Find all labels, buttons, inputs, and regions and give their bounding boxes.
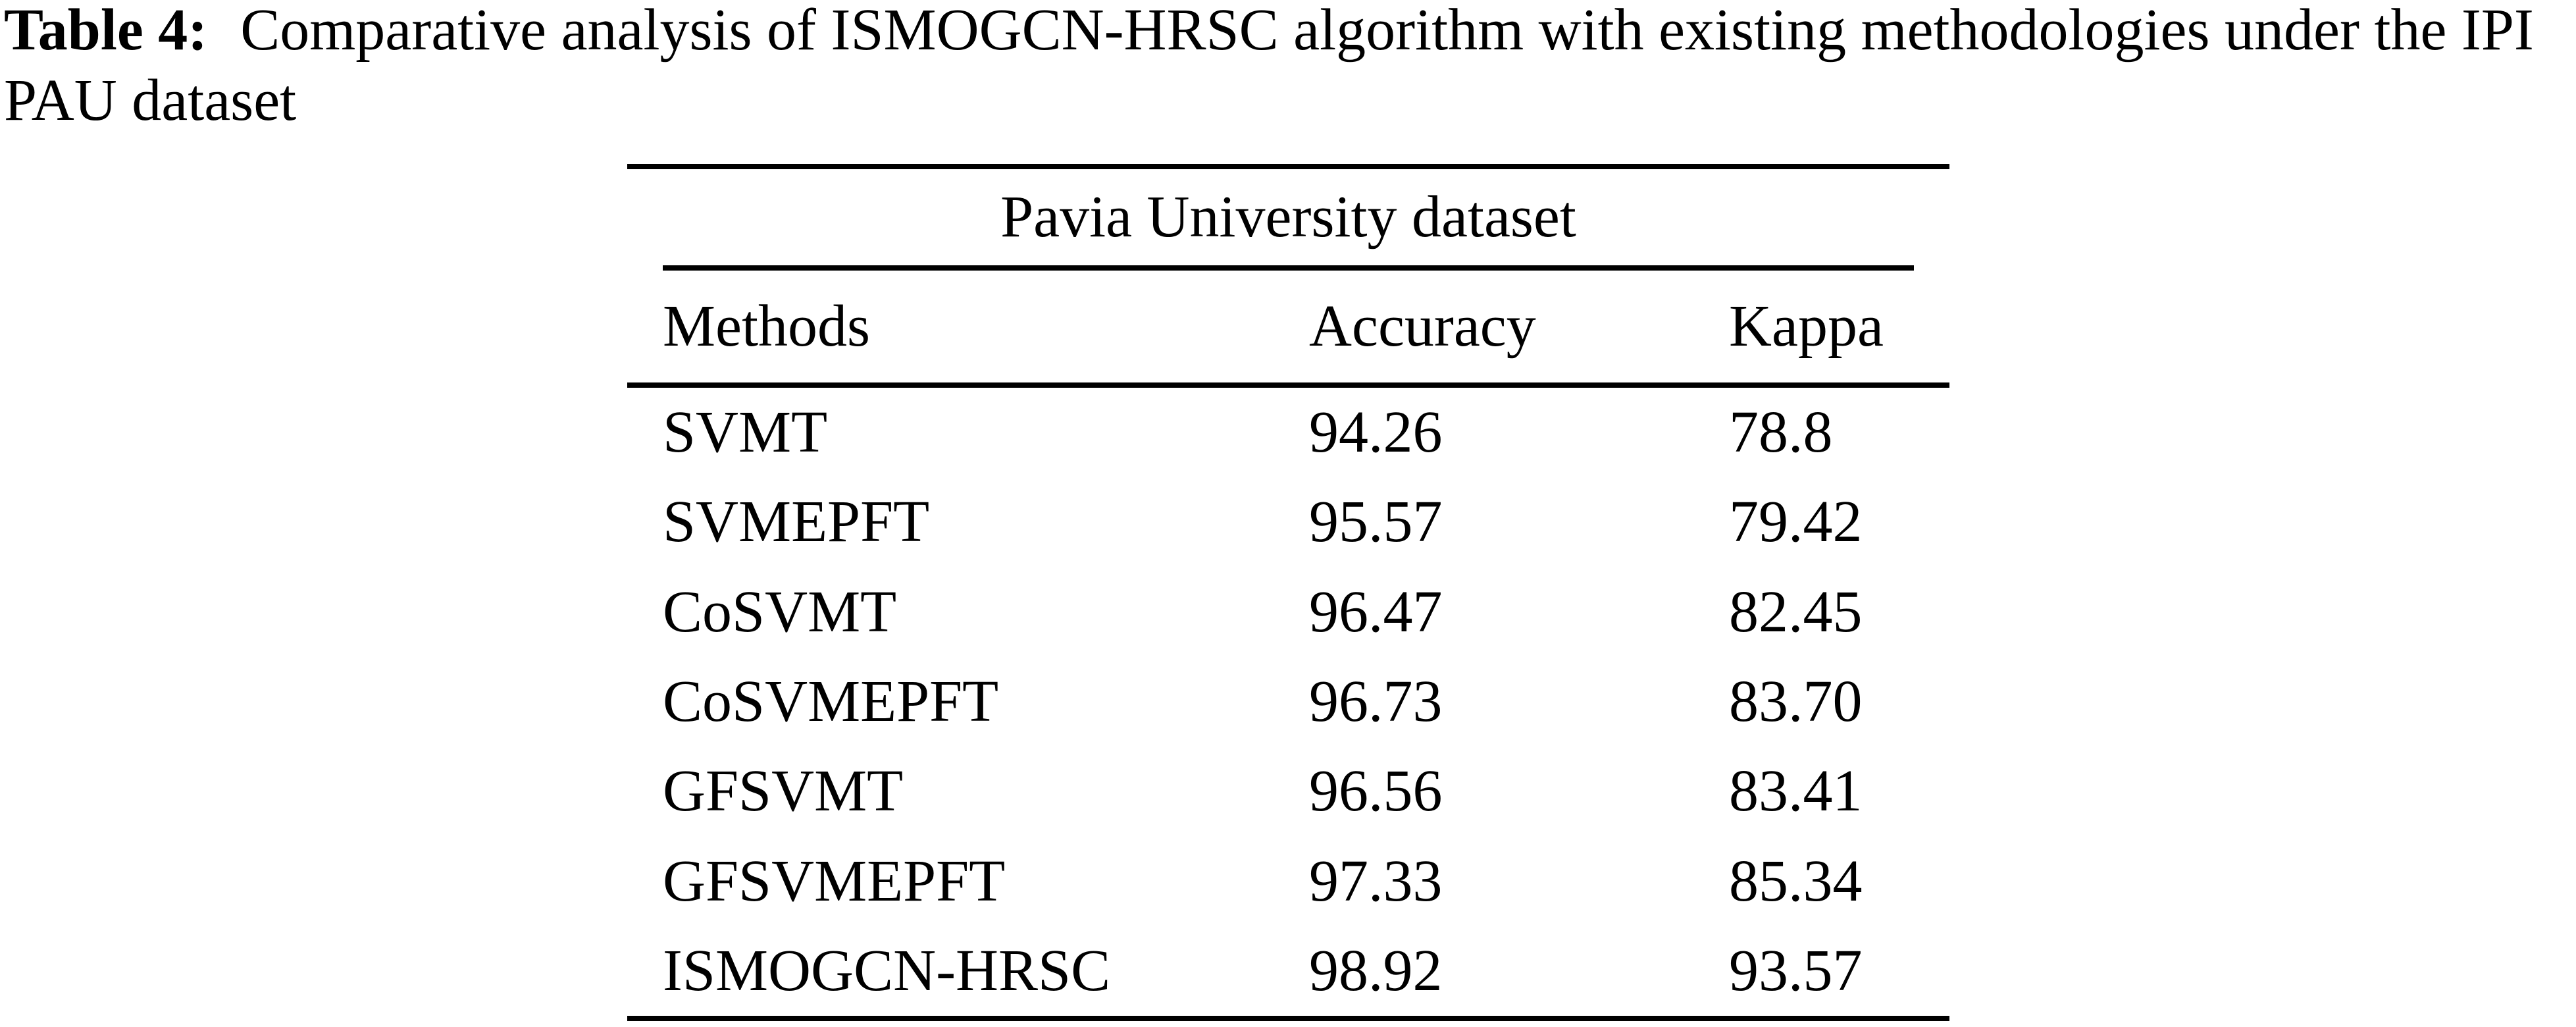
row-kappa-cell: 83.70 bbox=[1729, 668, 1863, 734]
caption-label: Table 4: bbox=[4, 0, 208, 63]
row-method-cell: ISMOGCN-HRSC bbox=[663, 937, 1111, 1003]
row-accuracy-cell: 95.57 bbox=[1309, 489, 1443, 555]
table-row: GFSVMT 96.56 83.41 bbox=[627, 747, 1949, 836]
table-bottom-rule bbox=[627, 1016, 1949, 1021]
row-accuracy-cell: 94.26 bbox=[1309, 400, 1443, 465]
table-row: CoSVMT 96.47 82.45 bbox=[627, 567, 1949, 657]
row-accuracy-cell: 98.92 bbox=[1309, 937, 1443, 1003]
caption-text: Comparative analysis of ISMOGCN-HRSC alg… bbox=[240, 0, 2534, 63]
row-method-cell: SVMT bbox=[663, 400, 828, 465]
row-accuracy-cell: 96.73 bbox=[1309, 668, 1443, 734]
table-body: SVMT 94.26 78.8 SVMEPFT 95.57 79.42 CoSVMT 96.4… bbox=[627, 388, 1949, 1016]
row-method-cell: CoSVMEPFT bbox=[663, 668, 999, 734]
results-table: Pavia University dataset Methods Accurac… bbox=[627, 164, 1949, 1021]
caption-line-2: PAU dataset bbox=[4, 68, 297, 133]
row-accuracy-cell: 96.56 bbox=[1309, 758, 1443, 824]
table-row: ISMOGCN-HRSC 98.92 93.57 bbox=[627, 926, 1949, 1016]
table-header-row: Methods Accuracy Kappa bbox=[627, 271, 1949, 382]
table-row: GFSVMEPFT 97.33 85.34 bbox=[627, 836, 1949, 926]
table-row: SVMEPFT 95.57 79.42 bbox=[627, 477, 1949, 567]
table-row: CoSVMEPFT 96.73 83.70 bbox=[627, 657, 1949, 747]
row-method-cell: GFSVMT bbox=[663, 758, 904, 824]
row-accuracy-cell: 96.47 bbox=[1309, 579, 1443, 645]
row-method-cell: CoSVMT bbox=[663, 579, 897, 645]
row-kappa-cell: 82.45 bbox=[1729, 579, 1863, 645]
row-kappa-cell: 85.34 bbox=[1729, 848, 1863, 914]
table-caption: Table 4: Comparative analysis of ISMOGCN-… bbox=[4, 0, 2576, 136]
column-header-methods: Methods bbox=[663, 294, 870, 359]
row-kappa-cell: 83.41 bbox=[1729, 758, 1863, 824]
table-group-header-rule bbox=[663, 265, 1914, 271]
row-method-cell: SVMEPFT bbox=[663, 489, 930, 555]
row-accuracy-cell: 97.33 bbox=[1309, 848, 1443, 914]
table-row: SVMT 94.26 78.8 bbox=[627, 388, 1949, 477]
table-header-rule bbox=[627, 382, 1949, 388]
row-kappa-cell: 79.42 bbox=[1729, 489, 1863, 555]
row-kappa-cell: 93.57 bbox=[1729, 937, 1863, 1003]
column-header-accuracy: Accuracy bbox=[1309, 294, 1536, 359]
table-top-rule bbox=[627, 164, 1949, 169]
column-header-kappa: Kappa bbox=[1729, 294, 1884, 359]
table-group-header: Pavia University dataset bbox=[1000, 184, 1576, 250]
row-kappa-cell: 78.8 bbox=[1729, 400, 1833, 465]
caption-line-1: Table 4: Comparative analysis of ISMOGCN-… bbox=[4, 0, 2576, 65]
row-method-cell: GFSVMEPFT bbox=[663, 848, 1006, 914]
